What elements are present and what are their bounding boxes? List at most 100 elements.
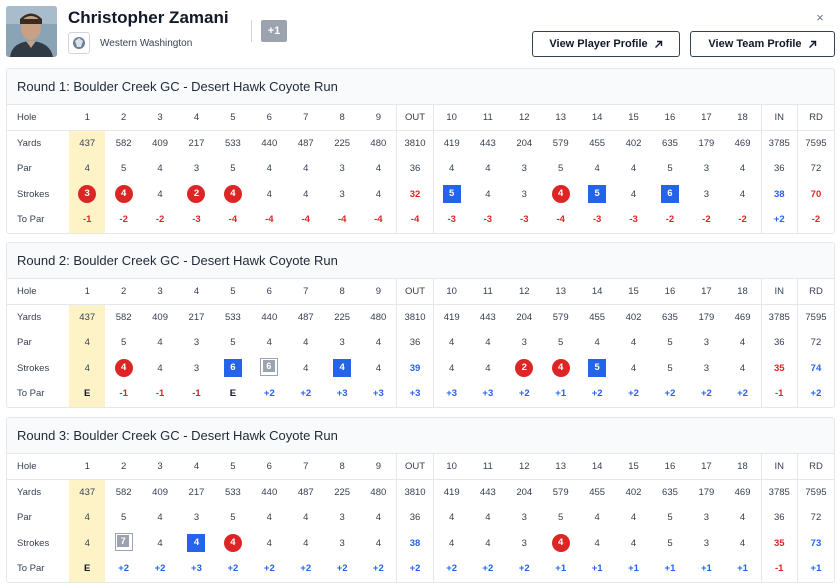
more-players-badge[interactable]: +1 [261, 20, 287, 42]
strokes-cell: 4 [375, 362, 381, 374]
yards-cell: 7595 [796, 130, 834, 156]
hole-number: 15 [615, 454, 652, 480]
yards-cell: 440 [261, 138, 278, 149]
par-cell: 4 [303, 337, 309, 349]
hole-number: 13 [542, 454, 579, 480]
bogey-marker: 4 [333, 359, 352, 378]
strokes-cell: 4 [739, 188, 746, 200]
strokes-cell: 4 [630, 188, 637, 200]
to-par-cell: -2 [665, 214, 675, 226]
hole-number: 16 [651, 454, 689, 480]
strokes-cell: 4 [105, 182, 141, 208]
to-par-cell: -1 [760, 381, 798, 407]
par-cell: 36 [760, 505, 798, 531]
yards-cell: 443 [479, 138, 496, 149]
strokes-cell: 6 [251, 356, 287, 382]
birdie-marker: 4 [114, 359, 133, 378]
hole-number: 1 [69, 105, 106, 131]
strokes-cell: 5 [432, 181, 470, 207]
par-cell: 5 [230, 512, 236, 524]
hole-number: 14 [578, 279, 616, 305]
view-team-profile-label: View Team Profile [708, 38, 802, 50]
scorecard-row-strokes: Strokes 3 4 4 2 4 4 4 3 4 32 5 4 3 4 5 4 6 3 4 38 70 [7, 181, 834, 208]
scorecard-table: Hole 1 2 3 4 5 6 7 8 9 OUT 10 11 12 13 14 15 16 17 18 IN RD Ya… [7, 279, 834, 407]
par-cell: 4 [266, 512, 272, 524]
to-par-cell: +3 [432, 381, 470, 407]
par-cell: 4 [303, 512, 309, 524]
hole-number: 16 [651, 105, 689, 131]
par-cell: 36 [396, 505, 434, 531]
yards-cell: 579 [552, 138, 569, 149]
hole-number: RD [796, 105, 834, 131]
birdie-marker: 4 [114, 185, 133, 204]
to-par-cell: +2 [118, 563, 130, 575]
strokes-cell: 32 [396, 181, 434, 207]
strokes-cell: 4 [69, 355, 106, 381]
par-cell: 4 [69, 156, 106, 182]
par-cell: 3 [339, 512, 345, 524]
strokes-cell: 6 [652, 182, 688, 208]
to-par-cell: -1 [69, 207, 106, 233]
to-par-cell: -1 [155, 388, 165, 400]
par-cell: 4 [266, 337, 272, 349]
view-player-profile-button[interactable]: View Player Profile [532, 31, 680, 57]
yards-cell: 533 [224, 312, 241, 323]
yards-cell: 204 [516, 487, 533, 498]
hole-number: 8 [323, 454, 361, 480]
bogey-marker: 5 [442, 185, 461, 204]
strokes-cell: 3 [69, 181, 106, 207]
to-par-cell: -4 [301, 214, 310, 226]
view-team-profile-button[interactable]: View Team Profile [690, 31, 835, 57]
hole-number: 9 [360, 454, 397, 480]
par-cell: 4 [485, 512, 491, 524]
par-cell: 3 [193, 512, 200, 524]
row-label: Par [17, 512, 32, 524]
to-par-cell: +2 [263, 388, 275, 400]
par-cell: 3 [703, 337, 710, 349]
scorecard-row-yards: Yards 437 582 409 217 533 440 487 225 480 3810 419 4… [7, 479, 834, 505]
to-par-cell: +2 [664, 388, 676, 400]
yards-cell: 487 [297, 138, 314, 149]
to-par-cell: +1 [555, 388, 567, 400]
hole-number: 11 [469, 454, 507, 480]
row-label: Yards [17, 487, 42, 498]
par-cell: 4 [630, 163, 637, 175]
hole-number: 10 [432, 454, 470, 480]
team-logo-icon [68, 32, 90, 54]
par-cell: 4 [739, 163, 746, 175]
birdie-marker: 4 [223, 534, 242, 553]
hole-number: 3 [141, 105, 179, 131]
par-cell: 4 [485, 337, 491, 349]
strokes-cell: 3 [521, 188, 527, 200]
to-par-cell: +1 [591, 563, 603, 575]
strokes-cell: 4 [375, 537, 381, 549]
hole-number: 18 [724, 105, 762, 131]
hole-number: 3 [141, 454, 179, 480]
yards-cell: 487 [297, 487, 314, 498]
hole-number: 1 [69, 454, 106, 480]
yards-cell: 455 [589, 487, 606, 498]
scorecard-row-to-par: To Par -1 -2 -2 -3 -4 -4 -4 -4 -4 -4 -3 -3 -3 -4 -3 -3 -2… [7, 207, 834, 233]
hole-number: RD [796, 454, 834, 480]
strokes-cell: 4 [178, 531, 214, 557]
yards-cell: 455 [589, 138, 606, 149]
close-icon[interactable]: × [816, 10, 824, 25]
row-label: Par [17, 337, 32, 349]
hole-number: 10 [432, 105, 470, 131]
par-cell: 4 [432, 330, 470, 356]
yards-cell: 419 [432, 130, 470, 156]
to-par-cell: -4 [374, 214, 383, 226]
yards-cell: 480 [370, 138, 387, 149]
to-par-cell: -1 [119, 388, 128, 400]
yards-cell: 487 [297, 312, 314, 323]
double-bogey-value: 6 [262, 360, 275, 373]
par-cell: 4 [303, 163, 309, 175]
team-name: Western Washington [100, 38, 193, 49]
bogey-marker: 6 [223, 359, 242, 378]
strokes-cell: 5 [579, 182, 615, 208]
strokes-cell: 4 [324, 356, 360, 382]
hole-number: OUT [396, 105, 434, 131]
double-bogey-marker: 7 [114, 532, 133, 551]
strokes-cell: 3 [521, 537, 527, 549]
par-cell: 72 [796, 505, 834, 531]
